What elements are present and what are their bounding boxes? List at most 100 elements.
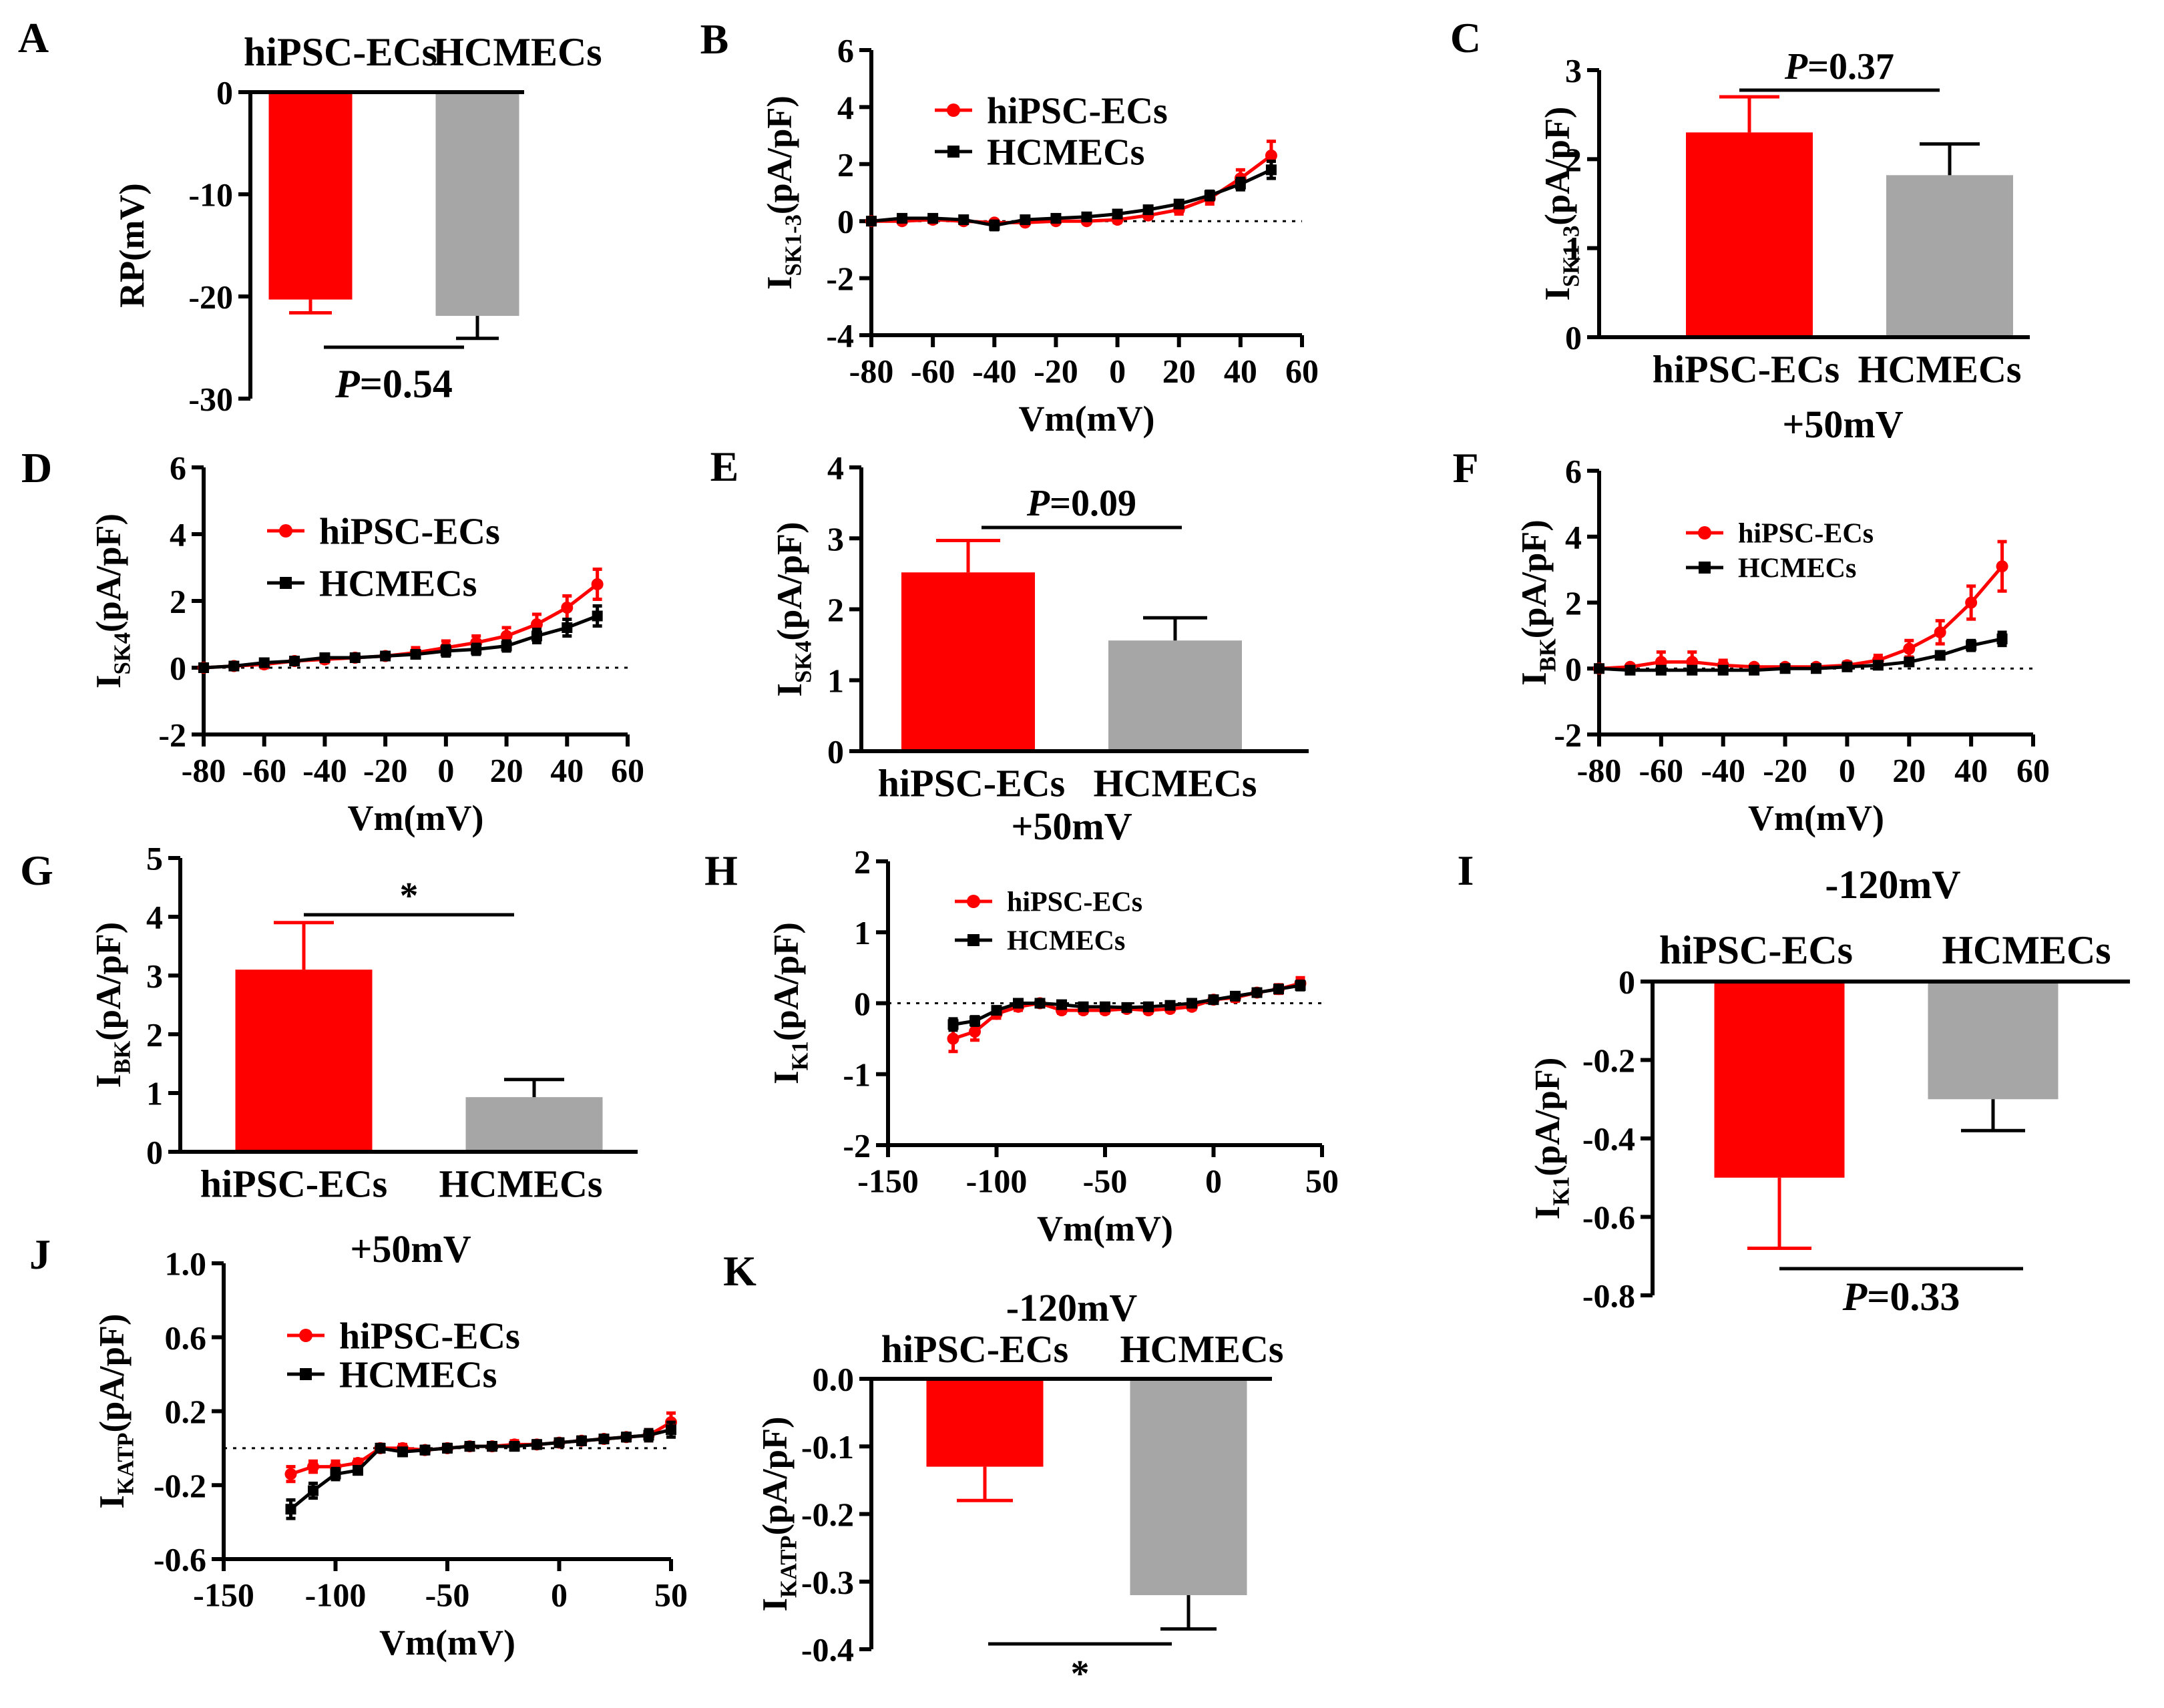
x-tick-label: 0 (1839, 752, 1856, 789)
data-point (1965, 596, 1978, 609)
x-tick-label: 40 (1954, 752, 1988, 789)
legend-label: hiPSC-ECs (987, 91, 1168, 132)
data-point (562, 622, 573, 633)
y-tick-label: 2 (854, 843, 871, 881)
x-tick-label: 40 (1224, 353, 1257, 390)
x-tick-label: 60 (611, 752, 644, 789)
y-axis-title: ISK1-3(pA/pF) (1538, 107, 1584, 301)
data-point (1996, 560, 2008, 573)
bar-hcmecs (435, 92, 519, 316)
data-point (1186, 998, 1197, 1009)
data-point (1164, 1000, 1176, 1011)
data-point (1934, 626, 1946, 638)
x-tick-label: 0 (437, 752, 454, 789)
data-point (1655, 664, 1667, 676)
panel-K: K 0.0 -0.1 -0.2 -0.3 -0.4 hiPSC-ECs HCMECs-120m… (723, 1247, 1283, 1695)
x-tick-label: -80 (182, 752, 226, 789)
x-tick-label: 20 (490, 752, 523, 789)
data-point (1265, 164, 1277, 176)
panel-E: E 0 1 2 3 4 hiPSC-ECs HCMECs+50mV ISK4(pA/pF) P=0… (710, 443, 1309, 848)
panel-label: J (29, 1231, 51, 1278)
y-tick-label: 0 (170, 650, 186, 687)
panel-J: J -0.6 -0.2 0.2 0.6 1.0 -150 -100 -50 0 50 Vm(mV) IK… (29, 1231, 688, 1663)
legend-marker (947, 103, 960, 117)
y-tick-label: -2 (1554, 716, 1582, 754)
panel-label: I (1458, 847, 1474, 894)
x-tick-label: -20 (363, 752, 408, 789)
x-tick-label: -150 (193, 1576, 254, 1614)
significance-label: P=0.54 (335, 362, 453, 406)
panel-label: E (710, 443, 739, 490)
x-tick-label: 0 (1205, 1162, 1222, 1200)
data-point (1078, 1001, 1089, 1012)
data-point (397, 1446, 408, 1458)
y-axis-title: RP(mV) (113, 183, 152, 308)
y-tick-label: 0 (854, 985, 871, 1022)
condition-label: +50mV (350, 1227, 471, 1271)
x-tick-label: -60 (911, 353, 955, 390)
y-tick-label: 4 (837, 89, 854, 126)
y-axis-title: ISK4(pA/pF) (771, 522, 817, 697)
panel-label: D (21, 444, 52, 491)
data-point (1208, 994, 1219, 1006)
y-tick-label: 5 (146, 840, 163, 877)
y-axis-title: ISK4(pA/pF) (89, 513, 136, 688)
y-tick-label: -2 (843, 1127, 871, 1164)
data-point (1625, 664, 1636, 676)
data-point (947, 1019, 959, 1030)
legend-label: HCMECs (339, 1355, 497, 1396)
y-tick-label: 6 (170, 449, 186, 487)
condition-label: -120mV (1006, 1286, 1138, 1329)
x-tick-label: -100 (305, 1576, 367, 1614)
legend-marker (299, 1329, 312, 1342)
data-point (307, 1460, 319, 1473)
y-tick-label: -0.2 (1582, 1042, 1635, 1079)
data-point (666, 1424, 676, 1436)
legend-marker (280, 577, 292, 589)
data-point (554, 1437, 565, 1448)
x-tick-label: 20 (1162, 353, 1196, 390)
x-tick-label: -100 (966, 1162, 1028, 1200)
data-point (198, 662, 209, 673)
legend-label: HCMECs (319, 564, 477, 605)
legend-label: hiPSC-ECs (339, 1316, 520, 1357)
y-axis-title: IKATP(pA/pF) (756, 1416, 802, 1611)
y-tick-label: 2 (1565, 584, 1582, 622)
y-tick-label: 0.0 (813, 1361, 855, 1398)
data-point (289, 656, 300, 666)
y-axis-title: IBK(pA/pF) (89, 922, 136, 1088)
panel-label: K (723, 1247, 756, 1295)
y-tick-label: -0.3 (801, 1563, 854, 1600)
panel-label: A (18, 14, 49, 61)
y-tick-label: 0 (1618, 964, 1635, 1001)
data-point (1020, 214, 1031, 226)
data-point (1779, 663, 1791, 674)
data-point (561, 602, 574, 614)
legend-label: hiPSC-ECs (1738, 519, 1874, 550)
data-point (349, 652, 361, 663)
x-tick-label: 50 (1305, 1162, 1339, 1200)
data-point (319, 652, 331, 663)
category-label: HCMECs (1094, 762, 1257, 805)
y-tick-label: 4 (1565, 518, 1582, 556)
y-tick-label: -0.4 (801, 1631, 854, 1669)
y-tick-label: -0.6 (1582, 1199, 1635, 1236)
x-axis-title: Vm(mV) (379, 1623, 515, 1663)
data-point (1204, 190, 1215, 201)
significance-label: * (1071, 1653, 1090, 1695)
x-tick-label: 50 (654, 1576, 688, 1614)
y-tick-label: 0 (837, 203, 854, 240)
y-tick-label: -0.2 (801, 1496, 854, 1533)
y-tick-label: 4 (827, 449, 844, 487)
y-tick-label: -2 (158, 716, 186, 754)
data-point (531, 630, 542, 642)
x-tick-label: -80 (1577, 752, 1622, 789)
bar-hcmecs (1130, 1379, 1247, 1595)
y-tick-label: 0 (216, 74, 233, 112)
bar-hipsc-ecs (926, 1379, 1044, 1467)
data-point (501, 640, 512, 652)
data-point (1143, 1001, 1154, 1012)
y-tick-label: 0 (1565, 650, 1582, 688)
x-tick-label: -80 (849, 353, 894, 390)
